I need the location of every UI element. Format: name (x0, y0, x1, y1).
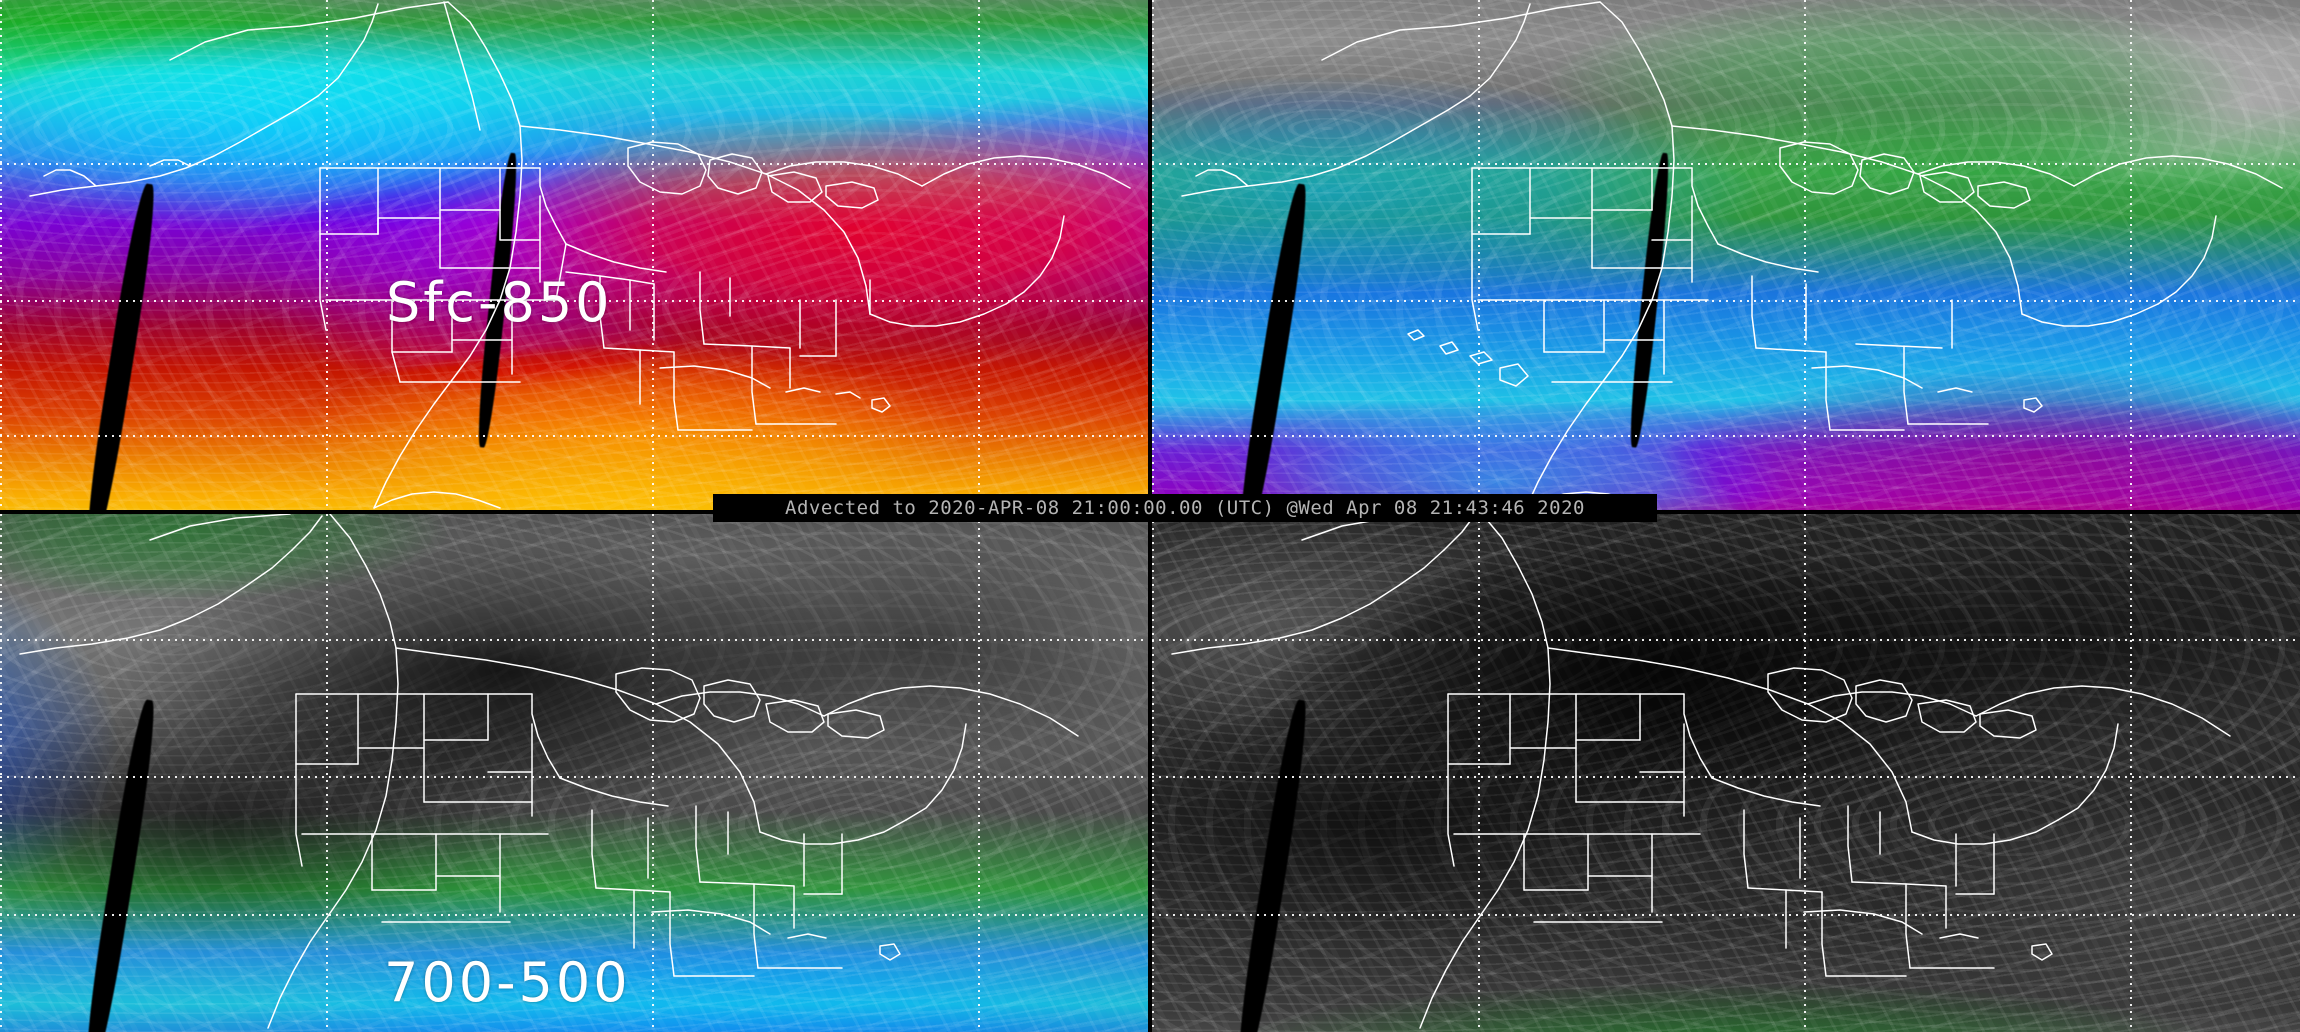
panel-500-300[interactable]: 500-300 (1152, 514, 2300, 1032)
water-vapor-swirl-layer (1152, 0, 2300, 510)
timestamp-caption-bar: Advected to 2020-APR-08 21:00:00.00 (UTC… (713, 494, 1657, 522)
water-vapor-swirl-layer (0, 0, 1148, 510)
panel-sfc-850[interactable]: Sfc-850 (0, 0, 1148, 510)
moisture-field-850-700 (1152, 0, 2300, 510)
panel-label-700-500: 700-500 (384, 951, 631, 1014)
panel-label-sfc-850: Sfc-850 (386, 271, 613, 334)
panel-700-500[interactable]: 700-500 (0, 514, 1148, 1032)
panel-850-700[interactable]: 850-700 (1152, 0, 2300, 510)
moisture-field-sfc-850 (0, 0, 1148, 510)
moisture-field-500-300 (1152, 514, 2300, 1032)
dry-slot-layer (1152, 514, 2300, 1032)
